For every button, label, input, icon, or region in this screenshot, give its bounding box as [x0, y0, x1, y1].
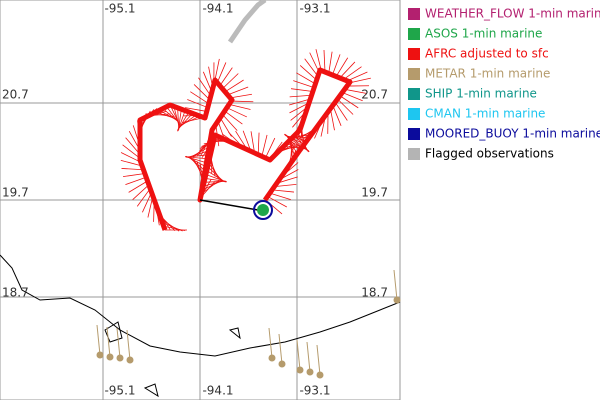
lon-label: -93.1 — [299, 384, 330, 398]
station — [127, 357, 133, 363]
lon-label: -95.1 — [104, 384, 135, 398]
legend-label: Flagged observations — [425, 147, 554, 161]
lon-label: -94.1 — [202, 384, 233, 398]
station — [279, 361, 285, 367]
legend-swatch — [408, 48, 420, 60]
legend-label: ASOS 1-min marine — [425, 27, 542, 41]
station — [394, 297, 400, 303]
station — [317, 372, 323, 378]
lon-label: -93.1 — [299, 2, 330, 16]
lat-label: 19.7 — [2, 186, 29, 200]
station — [307, 369, 313, 375]
lat-label: 20.7 — [2, 88, 29, 102]
legend-label: WEATHER_FLOW 1-min marine — [425, 7, 600, 21]
legend-swatch — [408, 108, 420, 120]
lat-label: 18.7 — [2, 286, 29, 300]
legend-swatch — [408, 68, 420, 80]
legend-swatch — [408, 8, 420, 20]
legend-swatch — [408, 88, 420, 100]
lat-label: 20.7 — [361, 88, 388, 102]
lon-label: -94.1 — [202, 2, 233, 16]
legend-label: CMAN 1-min marine — [425, 107, 545, 121]
legend-swatch — [408, 128, 420, 140]
station — [269, 355, 275, 361]
station — [297, 367, 303, 373]
map: -95.1 -94.1 -93.1 -95.1 -94.1 -93.1 20.7… — [0, 0, 400, 400]
legend-label: MOORED_BUOY 1-min marine — [425, 127, 600, 141]
lat-label: 18.7 — [361, 286, 388, 300]
legend-label: SHIP 1-min marine — [425, 87, 537, 101]
legend-swatch — [408, 28, 420, 40]
station — [97, 352, 103, 358]
station — [117, 355, 123, 361]
lon-label: -95.1 — [104, 2, 135, 16]
legend-label: AFRC adjusted to sfc — [425, 47, 549, 61]
center-marker — [257, 204, 269, 216]
legend-label: METAR 1-min marine — [425, 67, 550, 81]
lat-label: 19.7 — [361, 186, 388, 200]
station — [107, 354, 113, 360]
legend: WEATHER_FLOW 1-min marine ASOS 1-min mari… — [408, 7, 600, 161]
legend-swatch — [408, 148, 420, 160]
